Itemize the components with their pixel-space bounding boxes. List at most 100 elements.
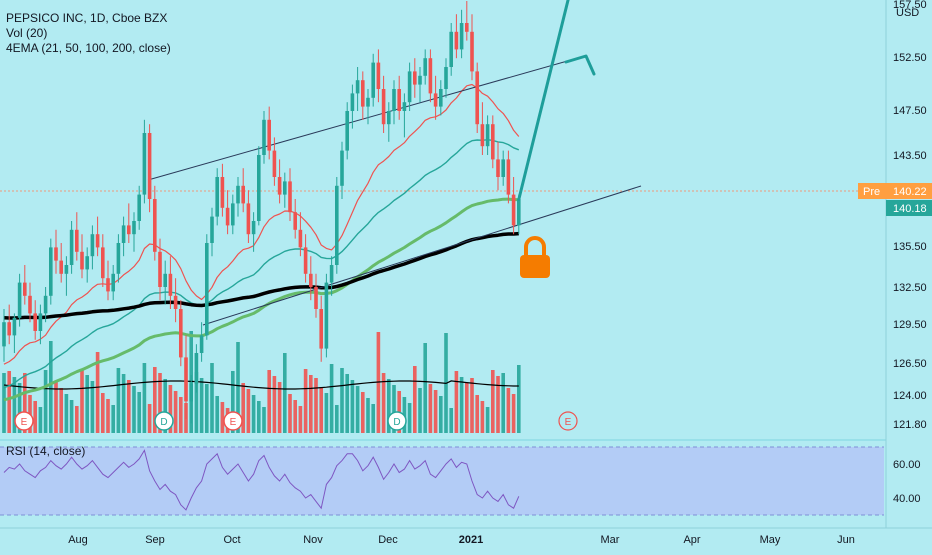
volume-bar (262, 407, 266, 433)
event-marker-circle (387, 411, 407, 431)
volume-bar (199, 378, 204, 433)
candle-body (205, 243, 209, 336)
event-marker-circle (223, 411, 243, 431)
candle-body (241, 185, 245, 204)
candle-body (246, 203, 251, 235)
event-marker-circle (558, 411, 578, 431)
last-price-value: 140.18 (893, 203, 927, 215)
candle-body (454, 31, 459, 50)
volume-bar (17, 383, 22, 433)
candle-body (2, 322, 6, 347)
candle-body (236, 185, 240, 204)
volume-bar (23, 373, 27, 433)
price-tick-label: 124.00 (893, 390, 927, 402)
volume-bar (314, 378, 318, 433)
price-tick-label: 152.50 (893, 52, 927, 64)
candle-body (444, 67, 448, 89)
candle-body (137, 194, 141, 221)
volume-bar (111, 405, 115, 433)
volume-bar (194, 372, 199, 433)
volume-bar (210, 363, 214, 433)
candle-body (277, 177, 282, 195)
volume-bar (127, 380, 131, 433)
candle-body (220, 177, 225, 208)
event-marker-circle (154, 411, 174, 431)
volume-bar (246, 389, 251, 433)
volume-bar (59, 388, 63, 433)
volume-bar (449, 408, 453, 433)
price-tick-label: 121.80 (893, 419, 927, 431)
candle-body (485, 124, 490, 147)
rsi-line (3, 449, 520, 511)
candle-body (262, 119, 266, 155)
volume-bar (153, 367, 157, 433)
volume-bar (147, 404, 152, 433)
event-marker-label: E (230, 417, 237, 428)
time-tick-label: Oct (223, 534, 240, 546)
volume-bar (137, 392, 141, 433)
volume-bar (517, 365, 521, 433)
event-marker: E (14, 411, 34, 431)
candle-body (329, 265, 334, 283)
candle-body (116, 243, 121, 274)
candle-body (480, 124, 485, 147)
rsi-tick-label: 60.00 (893, 459, 921, 471)
volume-bar (459, 377, 464, 433)
volume-bar (80, 369, 84, 433)
event-marker-label: E (21, 417, 28, 428)
volume-bar (220, 402, 225, 433)
candle-body (423, 58, 427, 76)
volume-bar (95, 352, 100, 433)
volume-bar (491, 370, 495, 433)
volume-bar (298, 406, 303, 433)
candle-body (251, 221, 256, 235)
candle-body (293, 212, 297, 230)
volume-bar (439, 396, 443, 433)
time-tick-label: Dec (378, 534, 398, 546)
lock-body (520, 255, 550, 278)
volume-bar (241, 383, 245, 433)
candle-body (49, 247, 53, 296)
rsi-tick-label: 40.00 (893, 493, 921, 505)
candle-body (168, 273, 173, 296)
candle-body (199, 335, 204, 353)
candle-body (402, 102, 407, 111)
time-tick-label: Jun (837, 534, 855, 546)
candle-body (283, 181, 287, 195)
candle-body (496, 159, 500, 177)
candle-body (340, 150, 344, 186)
volume-bar (64, 394, 69, 433)
volume-bar (345, 374, 349, 433)
volume-bar (116, 368, 121, 433)
volume-bar (407, 403, 412, 433)
candle-body (381, 89, 386, 125)
ema-21-line (3, 83, 520, 365)
candle-body (158, 251, 162, 287)
volume-bar (257, 401, 261, 433)
candle-body (392, 89, 396, 111)
candle-body (355, 80, 360, 94)
volume-bar (106, 399, 110, 433)
candle-body (387, 111, 391, 125)
volume-bar (236, 342, 240, 433)
candle-body (491, 124, 495, 160)
candle-body (7, 322, 11, 336)
candle-body (59, 260, 63, 274)
volume-bar (475, 395, 479, 433)
event-marker-label: D (160, 417, 167, 428)
ema-50-line (3, 139, 520, 389)
volume-bar (85, 375, 89, 433)
candle-body (439, 89, 443, 107)
candle-body (90, 234, 95, 257)
event-marker: E (558, 411, 578, 431)
volume-bar (454, 371, 459, 433)
volume-bar (413, 366, 417, 433)
price-tick-label: 132.50 (893, 282, 927, 294)
volume-bar (38, 407, 43, 433)
candle-body (147, 133, 152, 199)
volume-bar (272, 376, 277, 433)
volume-bar (121, 374, 126, 433)
lock-shackle (524, 236, 546, 256)
